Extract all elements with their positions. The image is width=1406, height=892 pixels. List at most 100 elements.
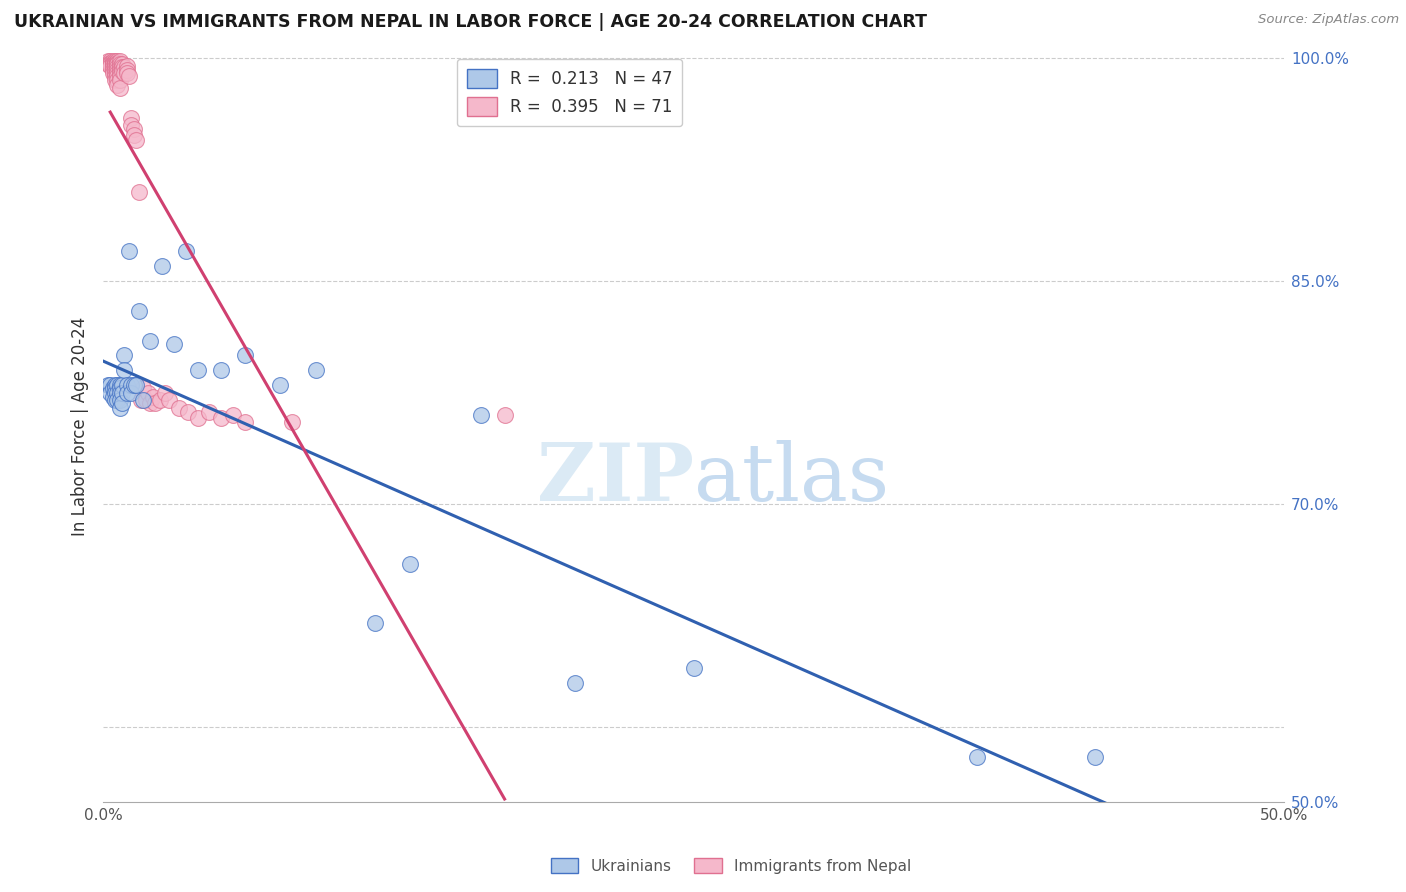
Point (105, 55, 128, 70)
Point (97, 54, 120, 68)
Point (1084, 750, 1107, 764)
Point (108, 401, 131, 415)
Point (108, 62, 131, 77)
Point (139, 334, 162, 348)
Point (682, 661, 704, 675)
Point (101, 390, 124, 404)
Point (98, 385, 121, 400)
Point (104, 378, 127, 392)
Point (115, 66, 138, 80)
Point (108, 393, 131, 408)
Point (105, 66, 128, 80)
Point (121, 378, 143, 392)
Point (132, 393, 155, 408)
Point (97, 57, 120, 71)
Point (104, 54, 127, 68)
Point (105, 393, 128, 408)
Point (122, 128, 145, 143)
Text: Source: ZipAtlas.com: Source: ZipAtlas.com (1258, 13, 1399, 27)
Point (98, 58, 121, 72)
Point (112, 66, 135, 80)
Point (143, 396, 166, 410)
Point (111, 60, 134, 74)
Point (104, 385, 127, 400)
Point (233, 416, 256, 430)
Point (187, 411, 209, 425)
Point (105, 60, 128, 74)
Point (121, 385, 143, 400)
Point (108, 60, 131, 74)
Point (112, 349, 135, 363)
Point (108, 73, 131, 87)
Point (104, 381, 127, 395)
Point (364, 616, 387, 631)
Point (167, 401, 190, 415)
Point (135, 393, 157, 408)
Point (101, 66, 124, 80)
Text: UKRAINIAN VS IMMIGRANTS FROM NEPAL IN LABOR FORCE | AGE 20-24 CORRELATION CHART: UKRAINIAN VS IMMIGRANTS FROM NEPAL IN LA… (14, 13, 927, 31)
Point (136, 385, 159, 400)
Point (115, 58, 138, 72)
Point (174, 244, 197, 259)
Point (118, 244, 141, 259)
Point (305, 363, 328, 377)
Point (108, 80, 131, 95)
Point (115, 62, 138, 77)
Point (150, 260, 173, 274)
Point (108, 54, 131, 68)
Point (105, 78, 128, 92)
Point (177, 405, 200, 419)
Point (125, 133, 148, 147)
Point (125, 378, 148, 392)
Point (101, 62, 124, 77)
Point (111, 64, 134, 78)
Point (104, 66, 127, 80)
Point (101, 55, 124, 70)
Point (966, 750, 988, 764)
Point (104, 62, 127, 77)
Point (101, 60, 124, 74)
Point (187, 363, 209, 377)
Point (142, 390, 165, 404)
Point (111, 385, 134, 400)
Point (149, 393, 172, 408)
Point (104, 69, 127, 83)
Point (108, 378, 131, 392)
Point (105, 69, 128, 83)
Point (132, 381, 155, 395)
Point (209, 411, 232, 425)
Point (108, 385, 131, 400)
Point (157, 393, 180, 408)
Point (101, 57, 124, 71)
Point (97, 378, 120, 392)
Point (163, 336, 186, 351)
Point (470, 408, 492, 422)
Text: atlas: atlas (693, 440, 889, 517)
Text: ZIP: ZIP (537, 440, 693, 517)
Point (104, 57, 127, 71)
Point (153, 385, 176, 400)
Point (105, 385, 128, 400)
Point (104, 60, 127, 74)
Point (122, 122, 145, 136)
Point (209, 363, 232, 377)
Point (112, 363, 135, 377)
Point (105, 73, 128, 87)
Point (129, 393, 152, 408)
Point (105, 54, 128, 68)
Point (111, 378, 134, 392)
Point (128, 304, 150, 318)
Point (98, 378, 121, 392)
Point (281, 416, 304, 430)
Point (269, 378, 291, 392)
Point (564, 675, 586, 690)
Point (108, 381, 131, 395)
Point (399, 557, 422, 571)
Point (121, 118, 143, 132)
Point (198, 405, 221, 419)
Point (111, 396, 134, 410)
Point (101, 381, 124, 395)
Point (111, 57, 134, 71)
Point (233, 349, 256, 363)
Point (112, 60, 135, 74)
